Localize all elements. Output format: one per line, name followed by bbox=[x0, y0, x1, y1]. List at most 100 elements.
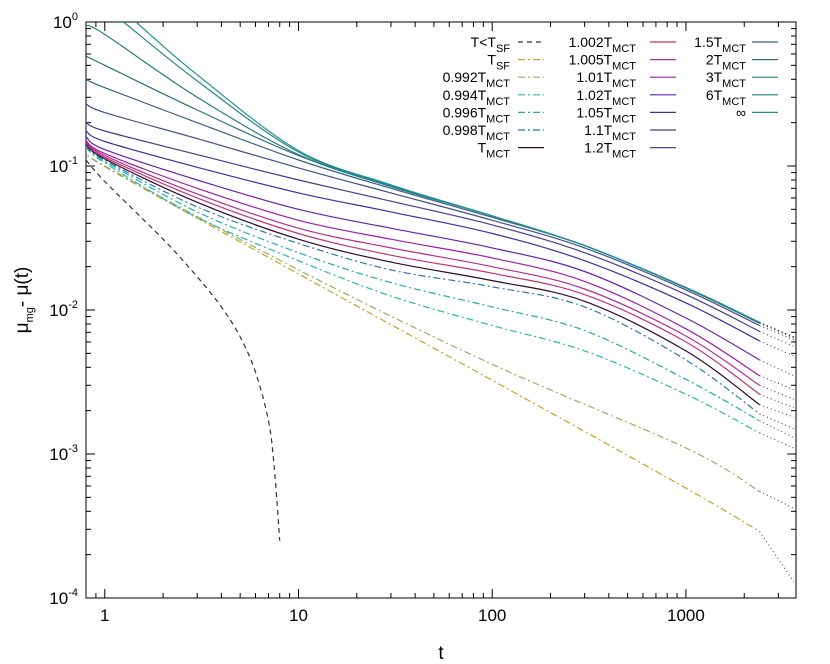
y-axis-title: μmg- μ(t) bbox=[12, 267, 36, 334]
y-tick-mantissa: 10 bbox=[53, 13, 72, 32]
legend-label-sub: SF bbox=[496, 43, 510, 55]
series-line-4 bbox=[86, 145, 760, 422]
legend-label-9: 1.01TMCT bbox=[576, 69, 636, 90]
legend-label-sub: MCT bbox=[612, 131, 636, 143]
series-tail-9 bbox=[759, 375, 794, 391]
legend-label-sub: MCT bbox=[612, 43, 636, 55]
legend-label-main: 1.2T bbox=[584, 140, 612, 156]
legend-label-11: 1.05TMCT bbox=[576, 104, 636, 125]
y-tick-mantissa: 10 bbox=[49, 589, 68, 608]
legend-label-sub: MCT bbox=[612, 78, 636, 90]
series-tail-15 bbox=[759, 321, 794, 338]
legend-label-main: 1.1T bbox=[584, 122, 612, 138]
legend-label-2: 0.992TMCT bbox=[443, 69, 511, 90]
legend-label-main: 1.002T bbox=[569, 34, 613, 50]
series-line-8 bbox=[86, 141, 760, 386]
series-line-18 bbox=[135, 22, 760, 323]
y-tick-label: 10-1 bbox=[49, 155, 78, 176]
y-tick-exponent: 0 bbox=[72, 11, 78, 23]
legend-label-8: 1.005TMCT bbox=[569, 52, 637, 73]
series-tail-6 bbox=[759, 404, 794, 418]
legend-label-main: T<T bbox=[471, 34, 497, 50]
series-line-13 bbox=[86, 103, 760, 327]
series-lines bbox=[86, 22, 760, 541]
y-tick-mantissa: 10 bbox=[49, 301, 68, 320]
series-tail-17 bbox=[759, 321, 794, 338]
legend-label-5: 0.998TMCT bbox=[443, 122, 511, 143]
legend-label-sub: MCT bbox=[486, 113, 510, 125]
legend-label-main: T bbox=[478, 140, 487, 156]
series-line-0 bbox=[86, 159, 281, 541]
legend-label-main: 6T bbox=[706, 87, 723, 103]
x-tick-label: 1000 bbox=[667, 606, 705, 625]
legend-label-sub: MCT bbox=[486, 78, 510, 90]
series-line-11 bbox=[86, 130, 760, 342]
legend-label-sub: MCT bbox=[612, 149, 636, 161]
legend-label-main: ∞ bbox=[736, 104, 746, 120]
legend-label-16: 3TMCT bbox=[706, 69, 746, 90]
series-line-17 bbox=[123, 22, 760, 323]
dotted-tails bbox=[759, 321, 795, 582]
legend-label-sub: MCT bbox=[612, 61, 636, 73]
legend-label-main: 0.994T bbox=[443, 87, 487, 103]
legend-label-15: 2TMCT bbox=[706, 52, 746, 73]
legend-label-1: TSF bbox=[487, 52, 510, 73]
legend-label-12: 1.1TMCT bbox=[584, 122, 636, 143]
series-line-2 bbox=[86, 149, 760, 492]
legend-label-main: 1.5T bbox=[694, 34, 722, 50]
legend-label-main: 0.998T bbox=[443, 122, 487, 138]
legend-label-main: 0.992T bbox=[443, 69, 487, 85]
series-tail-12 bbox=[759, 330, 794, 347]
legend-label-3: 0.994TMCT bbox=[443, 87, 511, 108]
legend-label-main: T bbox=[487, 52, 496, 68]
legend-label-sub: MCT bbox=[722, 43, 746, 55]
legend-label-sub: MCT bbox=[486, 96, 510, 108]
x-tick-label: 100 bbox=[478, 606, 506, 625]
legend-label-main: 1.02T bbox=[576, 87, 612, 103]
series-tail-11 bbox=[759, 340, 794, 357]
legend-label-sub: MCT bbox=[486, 131, 510, 143]
legend-label-main: 2T bbox=[706, 52, 723, 68]
legend-label-18: ∞ bbox=[736, 104, 746, 120]
y-tick-exponent: -3 bbox=[68, 443, 78, 455]
y-axis-title-rest: - μ(t) bbox=[12, 267, 33, 308]
legend-label-sub: MCT bbox=[612, 113, 636, 125]
series-line-3 bbox=[86, 146, 760, 434]
series-tail-1 bbox=[759, 531, 795, 582]
y-tick-label: 10-4 bbox=[49, 587, 78, 608]
series-tail-2 bbox=[759, 490, 794, 509]
legend-label-main: 1.01T bbox=[576, 69, 612, 85]
series-tail-4 bbox=[759, 420, 794, 439]
y-tick-exponent: -2 bbox=[68, 299, 78, 311]
legend-label-main: 1.005T bbox=[569, 52, 613, 68]
legend-label-main: 0.996T bbox=[443, 104, 487, 120]
legend-label-sub: MCT bbox=[722, 61, 746, 73]
y-axis-title-sub: mg bbox=[24, 307, 36, 322]
y-tick-mantissa: 10 bbox=[49, 157, 68, 176]
series-tail-7 bbox=[759, 393, 794, 409]
series-line-12 bbox=[86, 122, 760, 332]
legend-label-4: 0.996TMCT bbox=[443, 104, 511, 125]
legend-label-17: 6TMCT bbox=[706, 87, 746, 108]
y-tick-label: 10-2 bbox=[49, 299, 78, 320]
series-line-5 bbox=[86, 144, 760, 415]
x-tick-label: 1 bbox=[100, 606, 109, 625]
series-tail-13 bbox=[759, 325, 794, 341]
series-line-1 bbox=[86, 149, 760, 532]
legend-label-main: 3T bbox=[706, 69, 723, 85]
y-tick-exponent: -1 bbox=[68, 155, 78, 167]
x-axis-title: t bbox=[438, 643, 444, 664]
x-tick-label: 10 bbox=[289, 606, 308, 625]
legend-label-10: 1.02TMCT bbox=[576, 87, 636, 108]
series-line-9 bbox=[86, 140, 760, 377]
legend-label-14: 1.5TMCT bbox=[694, 34, 746, 55]
legend-label-sub: MCT bbox=[486, 149, 510, 161]
legend-label-0: T<TSF bbox=[471, 34, 511, 55]
legend-label-sub: SF bbox=[496, 61, 510, 73]
series-tail-18 bbox=[759, 321, 794, 338]
y-tick-mantissa: 10 bbox=[49, 445, 68, 464]
legend-label-main: 1.05T bbox=[576, 104, 612, 120]
legend-label-6: TMCT bbox=[478, 140, 511, 161]
